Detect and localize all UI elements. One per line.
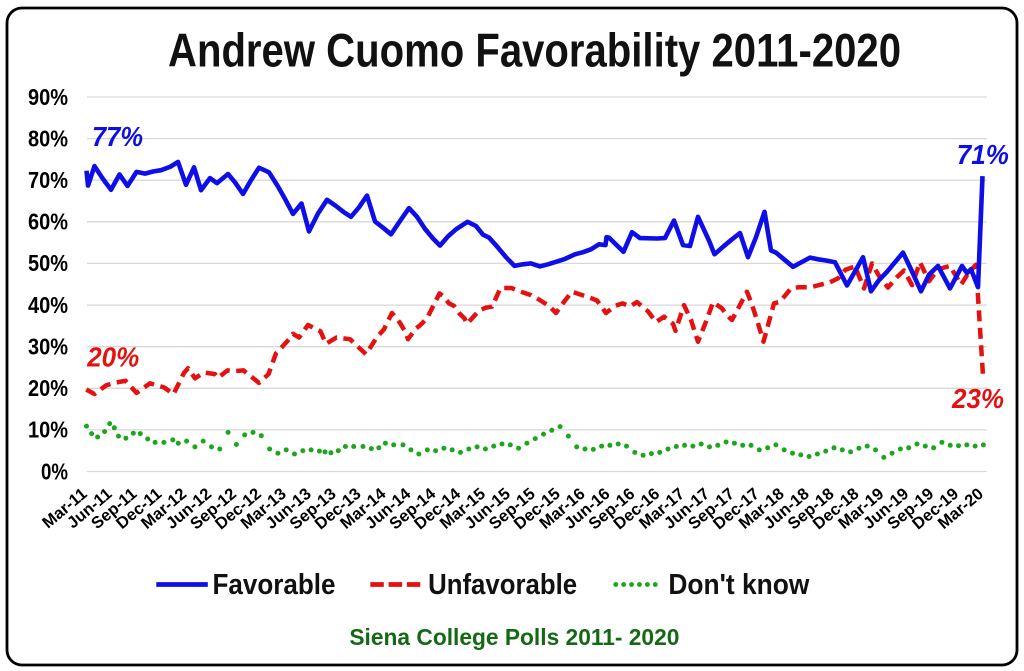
svg-text:80%: 80%	[28, 125, 68, 151]
svg-text:50%: 50%	[28, 250, 68, 276]
svg-text:77%: 77%	[92, 121, 143, 152]
svg-text:20%: 20%	[86, 342, 139, 373]
svg-text:0%: 0%	[41, 458, 68, 484]
svg-text:Andrew Cuomo Favorability 2011: Andrew Cuomo Favorability 2011-2020	[168, 24, 901, 77]
svg-text:40%: 40%	[28, 292, 68, 318]
svg-text:20%: 20%	[28, 375, 68, 401]
svg-text:90%: 90%	[28, 84, 68, 110]
svg-text:23%: 23%	[951, 383, 1004, 414]
svg-text:71%: 71%	[957, 139, 1009, 170]
svg-text:10%: 10%	[28, 417, 68, 443]
svg-text:70%: 70%	[28, 167, 68, 193]
svg-text:30%: 30%	[28, 334, 68, 360]
svg-text:Favorable: Favorable	[213, 569, 336, 601]
svg-text:Unfavorable: Unfavorable	[428, 569, 577, 601]
svg-text:Siena College Polls 2011- 2020: Siena College Polls 2011- 2020	[349, 624, 679, 650]
svg-text:60%: 60%	[28, 209, 68, 235]
svg-text:Don't know: Don't know	[668, 569, 810, 601]
